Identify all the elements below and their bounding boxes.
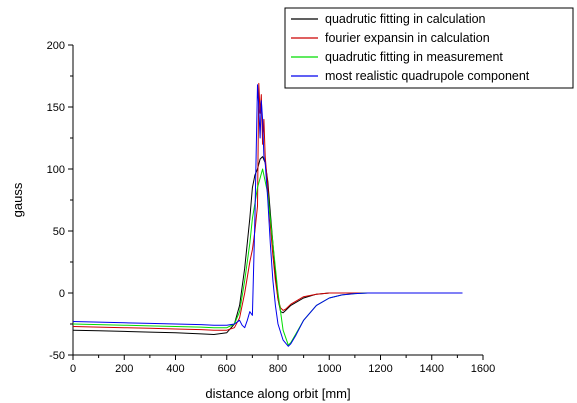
x-tick-label: 0 [70, 363, 76, 375]
x-tick-label: 1400 [420, 363, 444, 375]
legend-label-4: most realistic quadrupole component [325, 69, 530, 83]
x-tick-label: 400 [166, 363, 184, 375]
y-tick-label: 0 [59, 288, 65, 300]
x-tick-label: 1000 [317, 363, 341, 375]
y-axis-label: gauss [10, 182, 25, 217]
legend-label-3: quadrutic fitting in measurement [325, 50, 503, 64]
legend-label-2: fourier expansin in calculation [325, 31, 490, 45]
x-axis-label: distance along orbit [mm] [205, 386, 350, 401]
series-layer [72, 82, 463, 347]
legend-label-1: quadrutic fitting in calculation [325, 12, 486, 26]
y-tick-label: 100 [47, 164, 65, 176]
x-tick-label: 1600 [471, 363, 495, 375]
series-line-2 [72, 82, 463, 331]
series-line-4 [72, 84, 463, 347]
y-tick-label: 50 [53, 226, 65, 238]
legend-box [284, 7, 574, 89]
x-tick-label: 200 [115, 363, 133, 375]
y-tick-label: 200 [47, 40, 65, 52]
legend: quadrutic fitting in calculation fourier … [284, 7, 574, 89]
x-tick-label: 1200 [368, 363, 392, 375]
y-tick-label: -50 [49, 350, 65, 362]
x-tick-label: 600 [218, 363, 236, 375]
x-tick-label: 800 [269, 363, 287, 375]
y-tick-label: 150 [47, 102, 65, 114]
axes: 0 200 400 600 800 1000 1200 1400 1600 -50 0 50 100 15… [47, 40, 496, 375]
